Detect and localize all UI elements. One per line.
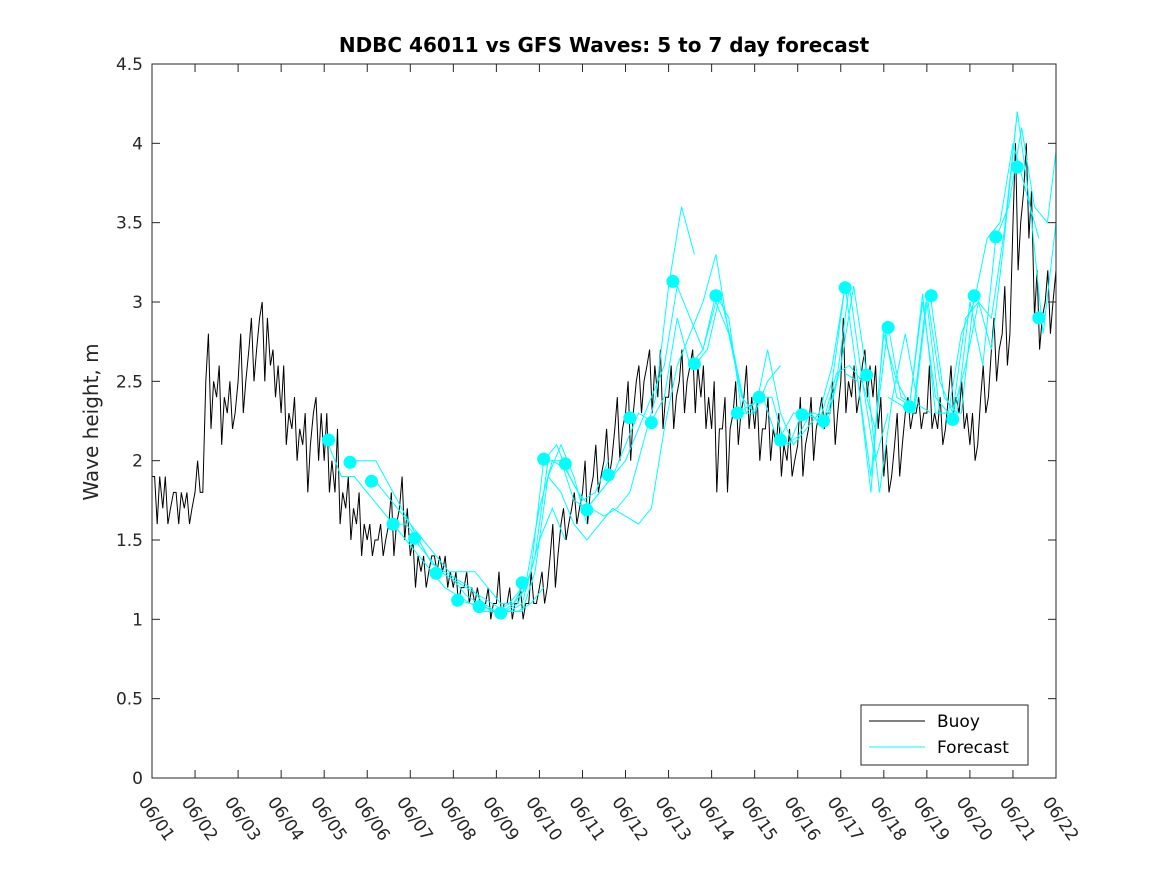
forecast-marker — [623, 411, 637, 425]
y-tick-label: 2.5 — [116, 372, 143, 392]
forecast-marker — [644, 416, 658, 430]
forecast-marker — [774, 433, 787, 447]
forecast-marker — [838, 281, 852, 295]
legend-label-forecast: Forecast — [937, 738, 1009, 758]
forecast-series-line-0 — [328, 444, 523, 612]
forecast-marker — [924, 289, 938, 303]
legend[interactable]: Buoy Forecast — [860, 704, 1029, 766]
forecast-series-line-8 — [586, 284, 781, 509]
y-tick-label: 3.5 — [116, 214, 143, 234]
forecast-marker — [687, 357, 701, 371]
forecast-marker — [386, 517, 400, 531]
y-tick-label: 4.5 — [116, 55, 143, 75]
forecast-marker — [795, 408, 809, 422]
y-tick-label: 0.5 — [116, 690, 143, 710]
forecast-series-line-13 — [823, 111, 1018, 430]
forecast-marker — [429, 566, 443, 580]
forecast-marker — [494, 606, 508, 620]
y-tick-label: 4 — [132, 134, 143, 154]
y-tick-label: 2 — [132, 452, 143, 472]
forecast-marker — [343, 455, 357, 469]
forecast-marker — [1010, 160, 1024, 174]
forecast-series-line-5 — [457, 412, 652, 612]
forecast-series-line-11 — [737, 286, 932, 493]
forecast-marker — [322, 433, 335, 447]
y-tick-label: 0 — [132, 769, 143, 789]
forecast-marker — [967, 289, 981, 303]
chart-title: NDBC 46011 vs GFS Waves: 5 to 7 day fore… — [339, 33, 870, 57]
forecast-marker — [558, 457, 572, 471]
forecast-marker — [451, 593, 465, 607]
y-tick-label: 3 — [132, 293, 143, 313]
forecast-marker — [860, 368, 874, 382]
legend-box — [860, 704, 1029, 766]
forecast-marker — [881, 320, 895, 334]
forecast-marker — [752, 390, 766, 404]
forecast-series-line-15 — [887, 111, 1057, 414]
forecast-marker — [903, 400, 917, 414]
forecast-series-line-6 — [500, 206, 695, 614]
forecast-marker — [365, 474, 378, 488]
forecast-marker — [515, 576, 529, 590]
y-tick-label: 1 — [132, 610, 143, 630]
forecast-marker — [730, 406, 744, 420]
forecast-marker — [601, 468, 615, 482]
y-tick-label: 1.5 — [116, 531, 143, 551]
forecast-marker — [666, 274, 680, 288]
forecast-marker — [817, 414, 830, 428]
forecast-marker — [408, 531, 422, 545]
forecast-marker — [1032, 311, 1046, 325]
forecast-series-line-14 — [844, 143, 1040, 477]
forecast-marker — [989, 230, 1003, 244]
forecast-series-line-9 — [650, 286, 846, 446]
forecast-marker — [709, 289, 723, 303]
axes-box — [151, 63, 1057, 779]
y-axis-title: Wave height, m — [79, 343, 103, 500]
plot-area — [152, 111, 1057, 620]
forecast-series-line-10 — [694, 286, 889, 461]
forecast-series-line-7 — [547, 254, 743, 541]
buoy-series-line — [152, 143, 1057, 620]
legend-label-buoy: Buoy — [937, 712, 980, 732]
forecast-marker — [472, 600, 486, 614]
forecast-marker — [580, 503, 594, 517]
forecast-marker — [946, 412, 960, 426]
forecast-marker — [537, 452, 551, 466]
